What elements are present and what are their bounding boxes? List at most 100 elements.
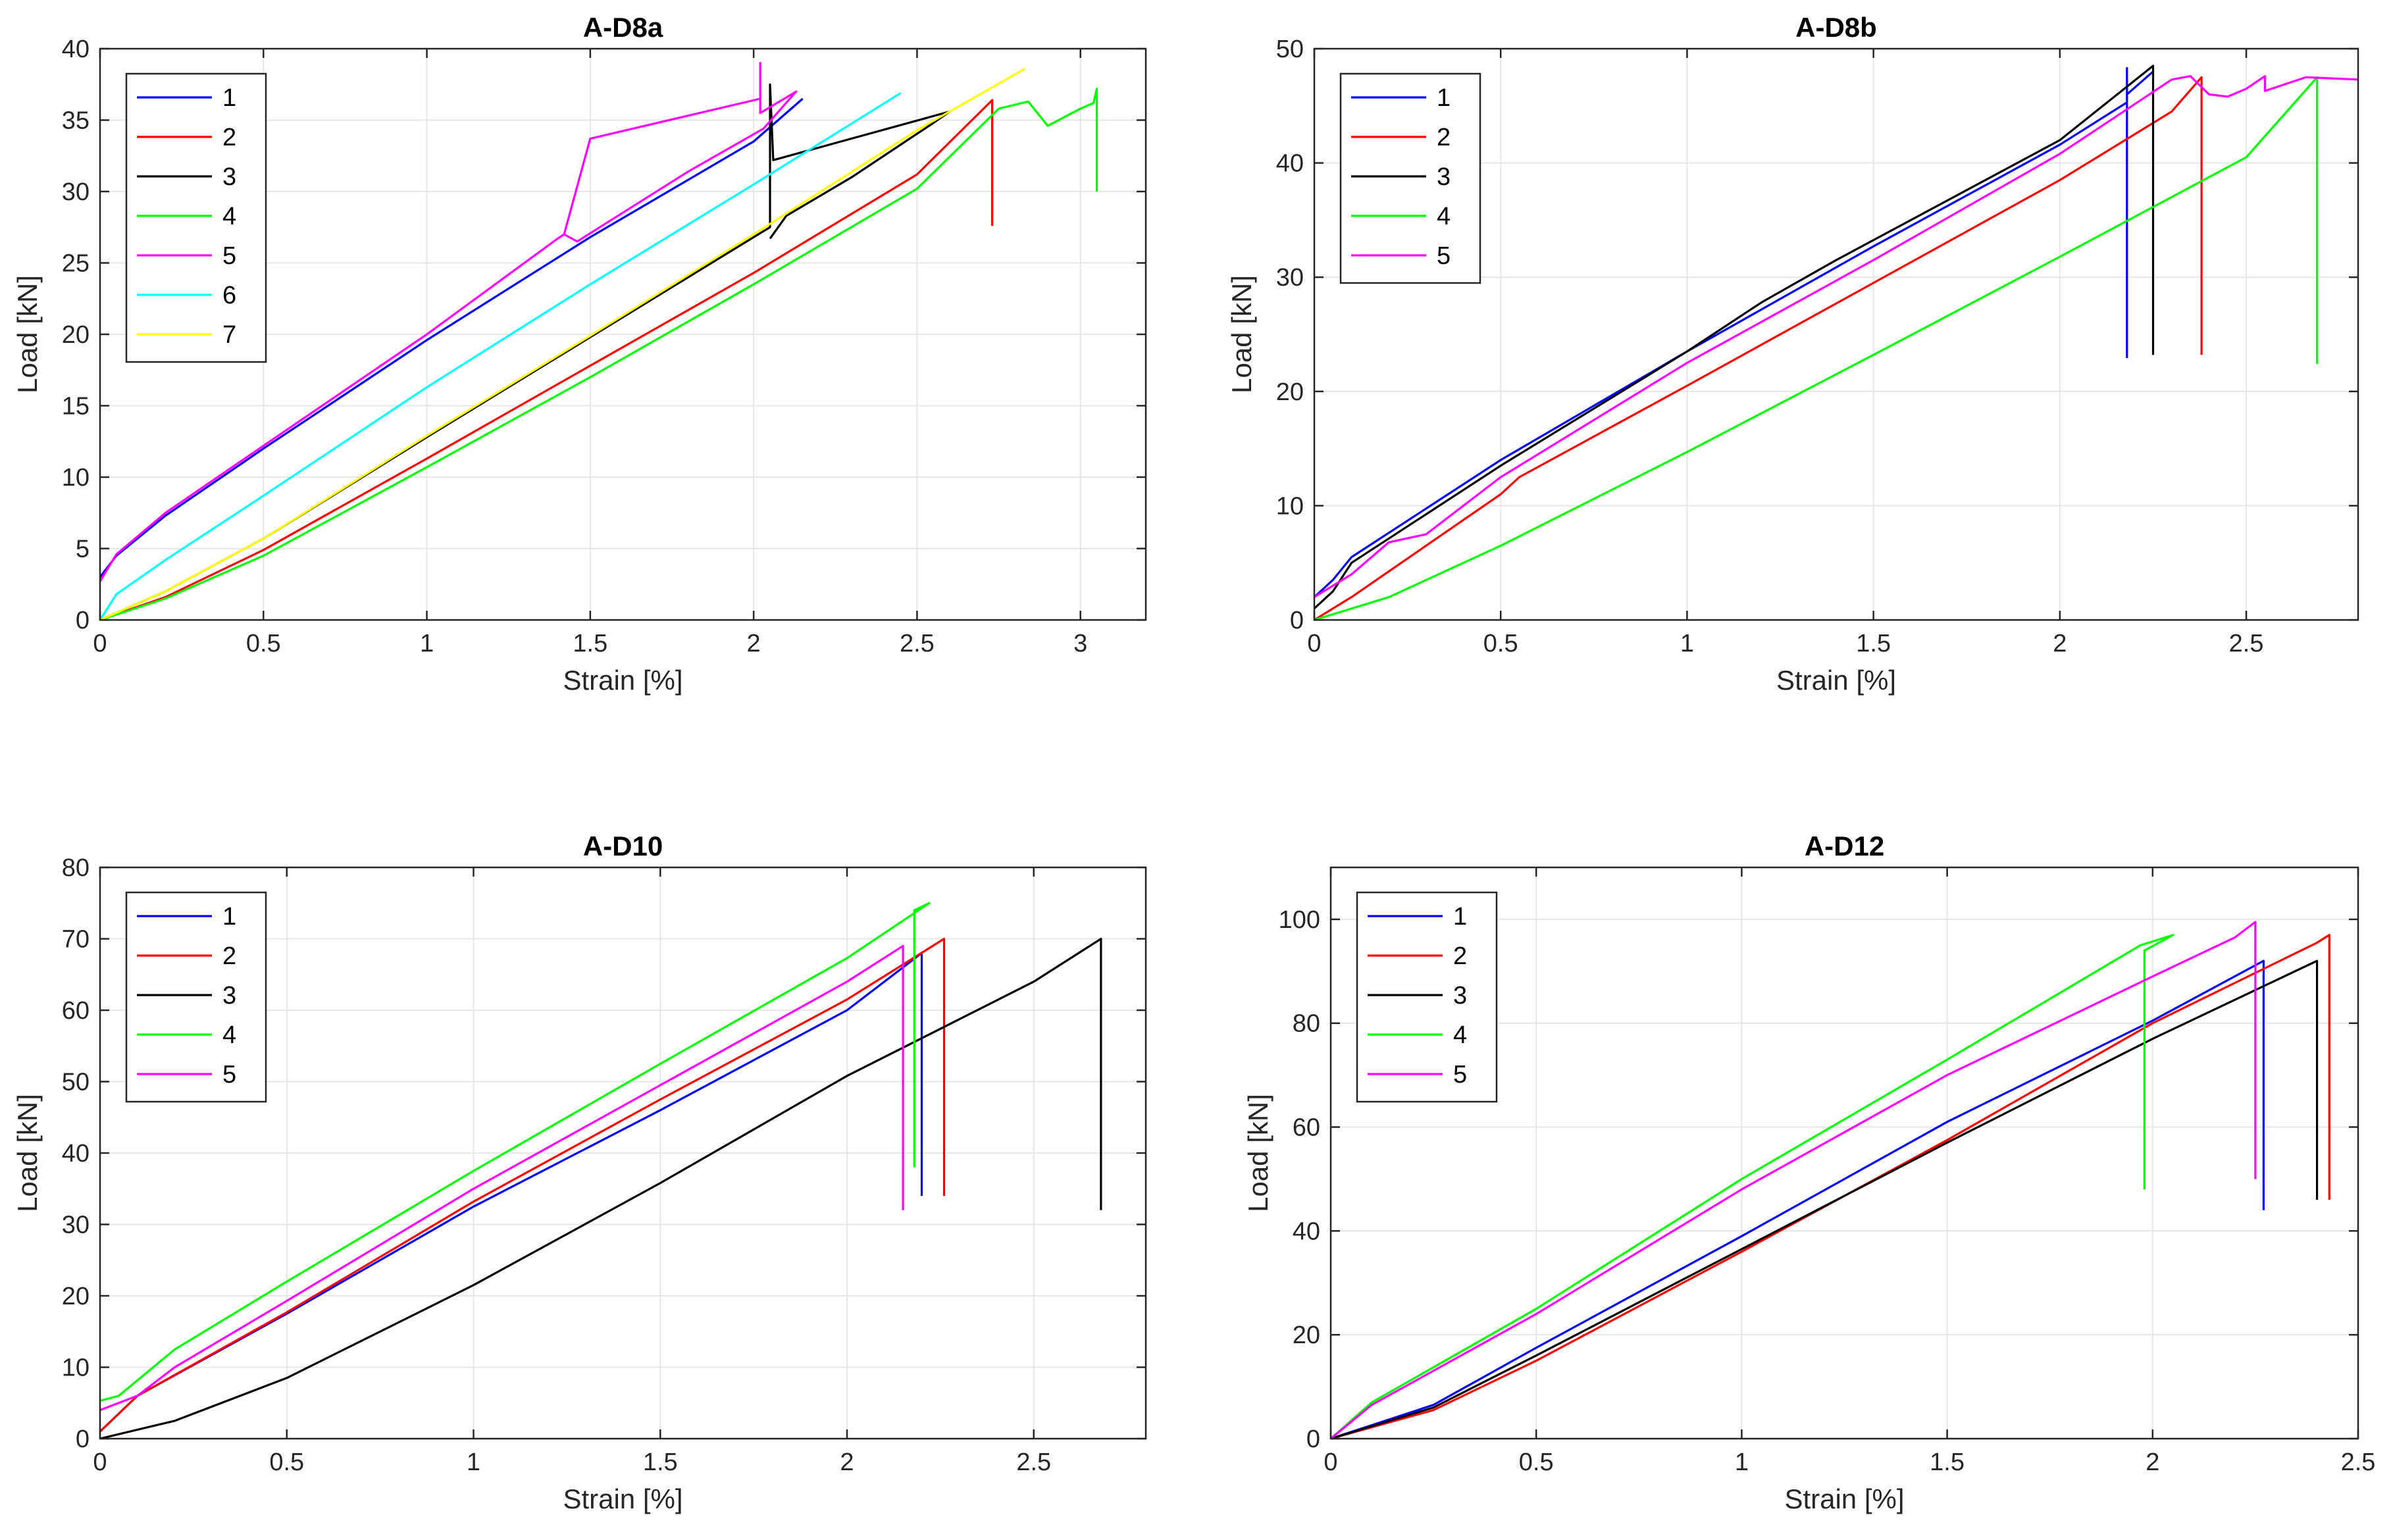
series-group — [1314, 64, 2358, 620]
series-line-2 — [100, 937, 946, 1433]
chart-title: A-D10 — [583, 831, 663, 861]
plot-area — [1314, 49, 2358, 620]
y-axis-label: Load [kN] — [12, 275, 43, 394]
y-tick-label: 20 — [62, 1283, 90, 1310]
chart-title: A-D12 — [1805, 831, 1884, 861]
x-axis-label: Strain [%] — [1784, 1483, 1904, 1514]
series-group — [1331, 921, 2330, 1439]
chart-2: 0 0.5 1 1.5 2 2.5 0 10 20 30 40 50 A-D8b Strain [%] Lo… — [1226, 12, 2359, 696]
series-line-1 — [1331, 960, 2265, 1439]
legend-label-2: 2 — [222, 942, 236, 970]
y-tick-label: 50 — [62, 1069, 90, 1096]
x-tick-label: 1 — [1735, 1449, 1749, 1476]
y-axis-label: Load [kN] — [1226, 275, 1257, 394]
y-tick-label: 20 — [1293, 1322, 1320, 1349]
y-axis-label: Load [kN] — [1243, 1094, 1273, 1212]
legend-label-4: 4 — [222, 203, 236, 230]
plot-area — [1331, 867, 2358, 1439]
chart-3: 0 0.5 1 1.5 2 2.5 0 10 20 30 40 50 60 70 80 A-D10 Strain… — [12, 831, 1147, 1514]
y-tick-label: 15 — [62, 393, 90, 421]
x-tick-label: 0 — [1307, 630, 1321, 657]
chart-4: 0 0.5 1 1.5 2 2.5 0 20 40 60 80 100 A-D12 Strain [%] L… — [1243, 831, 2375, 1514]
y-tick-label: 5 — [76, 536, 90, 563]
x-tick-label: 2 — [2053, 630, 2067, 657]
series-line-5 — [1314, 75, 2358, 598]
legend-label-2: 2 — [1453, 942, 1467, 970]
y-tick-label: 30 — [62, 178, 90, 206]
x-axis-label: Strain [%] — [563, 1483, 682, 1514]
legend: 1 2 3 4 5 — [125, 891, 267, 1103]
y-tick-label: 80 — [62, 854, 90, 882]
x-tick-label: 1.5 — [1856, 630, 1891, 657]
legend: 1 2 3 4 5 — [1356, 891, 1498, 1103]
series-line-4 — [100, 88, 1098, 620]
y-tick-label: 35 — [62, 107, 90, 135]
x-tick-label: 0 — [1324, 1449, 1337, 1476]
legend-label-1: 1 — [1437, 84, 1451, 112]
x-tick-label: 2.5 — [2341, 1449, 2376, 1476]
legend-box — [1339, 72, 1481, 284]
legend-label-3: 3 — [1453, 982, 1467, 1010]
legend-box — [125, 891, 267, 1103]
series-line-2 — [1331, 933, 2330, 1439]
legend-label-4: 4 — [1453, 1021, 1467, 1049]
y-tick-label: 0 — [76, 1425, 90, 1453]
y-tick-label: 80 — [1293, 1010, 1320, 1038]
series-line-2 — [1314, 76, 2203, 620]
y-tick-label: 70 — [62, 926, 90, 954]
x-tick-label: 1 — [1680, 630, 1694, 657]
y-tick-label: 0 — [1290, 607, 1304, 634]
series-line-1 — [1314, 66, 2154, 598]
chart-title: A-D8a — [583, 12, 663, 43]
legend-label-5: 5 — [222, 242, 236, 270]
x-tick-label: 2.5 — [1016, 1449, 1051, 1476]
x-tick-label: 1.5 — [643, 1449, 678, 1476]
x-tick-label: 2.5 — [2229, 630, 2264, 657]
x-tick-label: 0.5 — [1483, 630, 1518, 657]
y-tick-label: 25 — [62, 250, 90, 278]
x-tick-label: 0.5 — [269, 1449, 304, 1476]
y-tick-label: 20 — [62, 321, 90, 349]
chart-title: A-D8b — [1795, 12, 1877, 43]
y-tick-label: 40 — [1276, 150, 1304, 178]
x-tick-label: 2 — [747, 630, 761, 657]
series-line-7 — [100, 68, 1026, 620]
y-tick-label: 0 — [1306, 1425, 1320, 1453]
x-tick-label: 0 — [93, 630, 107, 657]
y-tick-label: 20 — [1276, 378, 1304, 406]
legend-label-3: 3 — [222, 982, 236, 1010]
chart-1: 0 0.5 1 1.5 2 2.5 30510152025303540A-D8aStrain… — [12, 12, 1147, 696]
x-tick-label: 3 — [1073, 630, 1087, 657]
axes-box — [1313, 47, 2359, 621]
y-tick-label: 30 — [62, 1212, 90, 1239]
series-line-5 — [100, 944, 904, 1412]
legend-label-4: 4 — [1437, 203, 1451, 230]
series-line-5 — [1331, 921, 2257, 1439]
legend-label-1: 1 — [222, 84, 236, 112]
y-tick-label: 50 — [1276, 36, 1304, 63]
series-line-5 — [100, 62, 798, 582]
legend-label-5: 5 — [1453, 1061, 1467, 1089]
x-tick-label: 2 — [840, 1449, 854, 1476]
x-tick-label: 1 — [467, 1449, 480, 1476]
y-tick-label: 30 — [1276, 264, 1304, 292]
x-tick-label: 1.5 — [573, 630, 607, 657]
axes-box — [1329, 866, 2359, 1440]
y-tick-label: 60 — [1293, 1114, 1320, 1142]
series-line-4 — [1314, 76, 2319, 620]
legend-label-1: 1 — [1453, 903, 1467, 931]
legend-label-2: 2 — [222, 124, 236, 151]
legend: 1 2 3 4 5 — [1339, 72, 1481, 284]
y-axis-label: Load [kN] — [12, 1094, 43, 1212]
x-tick-label: 1 — [420, 630, 434, 657]
x-tick-label: 2 — [2146, 1449, 2159, 1476]
legend-label-3: 3 — [222, 163, 236, 191]
series-group — [100, 62, 1098, 620]
series-line-2 — [100, 99, 994, 620]
y-tick-label: 10 — [62, 1354, 90, 1382]
series-line-1 — [100, 97, 804, 578]
legend-label-7: 7 — [222, 321, 236, 349]
y-tick-label: 40 — [62, 1140, 90, 1168]
x-tick-label: 0.5 — [1519, 1449, 1554, 1476]
